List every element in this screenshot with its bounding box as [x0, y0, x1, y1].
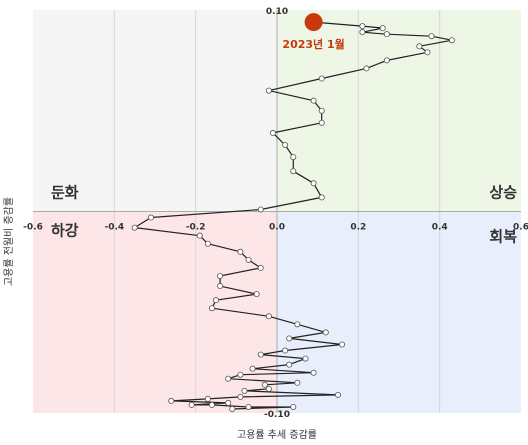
axes — [33, 10, 521, 413]
data-point-58 — [208, 401, 215, 408]
data-point-41 — [257, 351, 264, 358]
data-point-16 — [269, 129, 276, 136]
highlight-point — [304, 13, 323, 32]
data-point-14 — [318, 107, 325, 114]
x-tick-label-0: -0.6 — [23, 223, 43, 233]
data-point-27 — [237, 248, 244, 255]
x-tick-label-2: -0.2 — [186, 223, 206, 233]
quadrant-background-회복 — [277, 211, 521, 413]
x-tick-label-4: 0.2 — [350, 223, 366, 233]
data-point-20 — [310, 180, 317, 187]
data-point-45 — [310, 369, 317, 376]
data-point-28 — [245, 256, 252, 263]
series-line-0 — [134, 21, 453, 410]
data-point-61 — [229, 405, 236, 412]
data-point-43 — [286, 361, 293, 368]
data-point-5 — [428, 33, 435, 40]
data-point-38 — [286, 335, 293, 342]
data-point-49 — [261, 381, 268, 388]
data-point-6 — [448, 37, 455, 44]
data-point-60 — [290, 403, 297, 410]
annotation-label: 2023년 1월 — [282, 37, 344, 51]
data-point-15 — [318, 119, 325, 126]
data-point-34 — [208, 305, 215, 312]
data-point-2 — [379, 25, 386, 32]
x-tick-label-3: 0.0 — [269, 223, 285, 233]
quadrant-labels: 둔화 상승 하강 회복 — [51, 184, 517, 246]
data-point-21 — [318, 194, 325, 201]
data-point-1 — [359, 23, 366, 30]
data-point-11 — [318, 75, 325, 82]
quadrant-background-상승 — [277, 10, 521, 212]
data-point-44 — [249, 365, 256, 372]
x-tick-label-5: 0.4 — [432, 223, 448, 233]
data-point-4 — [383, 31, 390, 38]
data-point-29 — [257, 264, 264, 271]
quadrant-label-둔화: 둔화 — [51, 184, 79, 202]
data-point-47 — [225, 375, 232, 382]
data-point-40 — [282, 347, 289, 354]
series-trajectory — [131, 19, 455, 412]
data-point-18 — [290, 154, 297, 161]
data-point-10 — [363, 65, 370, 72]
quadrant-label-하강: 하강 — [51, 222, 79, 240]
data-point-24 — [131, 224, 138, 231]
quadrant-background-둔화 — [33, 10, 277, 212]
data-point-8 — [424, 49, 431, 56]
data-point-52 — [334, 391, 341, 398]
data-point-50 — [265, 385, 272, 392]
data-point-46 — [237, 371, 244, 378]
data-point-35 — [265, 313, 272, 320]
data-point-36 — [294, 321, 301, 328]
data-point-37 — [322, 329, 329, 336]
data-point-53 — [237, 393, 244, 400]
data-point-33 — [212, 297, 219, 304]
data-point-25 — [196, 232, 203, 239]
data-point-32 — [253, 291, 260, 298]
data-point-9 — [383, 57, 390, 64]
data-point-55 — [168, 397, 175, 404]
data-point-13 — [310, 97, 317, 104]
data-point-17 — [282, 142, 289, 149]
y-tick-label-0: 0.10 — [266, 7, 288, 17]
data-point-57 — [188, 401, 195, 408]
data-point-48 — [294, 379, 301, 386]
data-point-31 — [217, 283, 224, 290]
y-tick-label-1: -0.10 — [264, 410, 290, 420]
data-point-7 — [416, 43, 423, 50]
quadrant-label-회복: 회복 — [489, 228, 517, 246]
data-point-30 — [217, 272, 224, 279]
x-tick-label-6: 0.6 — [513, 223, 528, 233]
data-point-54 — [204, 395, 211, 402]
data-point-12 — [265, 87, 272, 94]
data-point-42 — [302, 355, 309, 362]
quadrant-label-상승: 상승 — [489, 184, 517, 202]
data-point-51 — [241, 387, 248, 394]
y-axis-label: 고용률 전월비 증감률 — [3, 197, 15, 286]
annotation-group: 2023년 1월 — [282, 13, 345, 51]
x-tick-label-1: -0.4 — [104, 223, 124, 233]
data-point-3 — [359, 29, 366, 36]
data-point-19 — [290, 168, 297, 175]
data-point-26 — [204, 240, 211, 247]
data-point-22 — [257, 206, 264, 213]
data-point-56 — [225, 399, 232, 406]
data-point-59 — [245, 403, 252, 410]
x-axis-label: 고용률 추세 증감률 — [237, 429, 317, 441]
data-point-39 — [339, 341, 346, 348]
tick-labels: -0.6 -0.4 -0.2 0.0 0.2 0.4 0.6 0.10 -0.10 — [23, 7, 528, 420]
data-point-23 — [147, 214, 154, 221]
